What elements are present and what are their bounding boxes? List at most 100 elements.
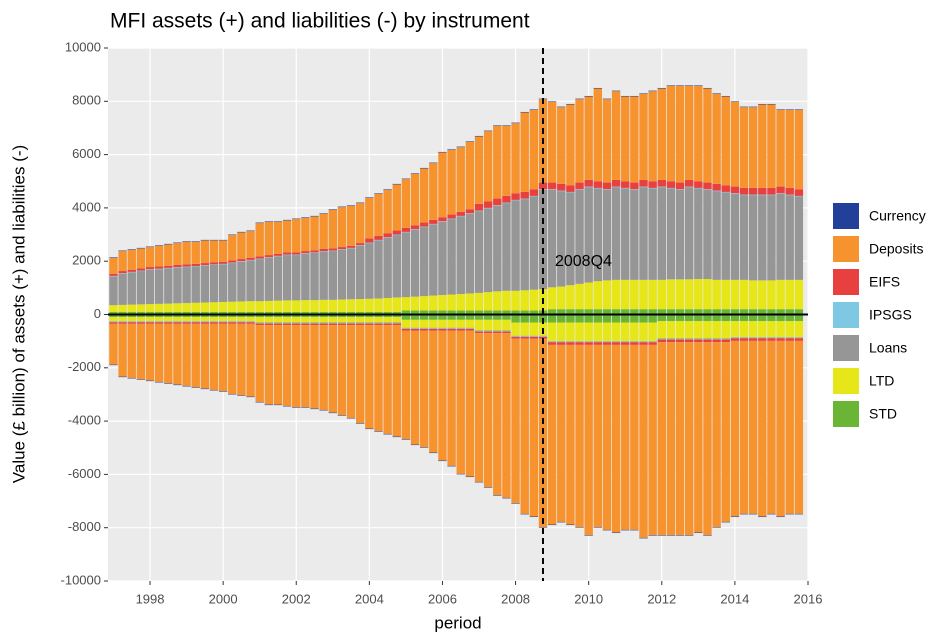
bar-segment [319, 251, 328, 300]
bar-segment [794, 109, 804, 190]
bar-segment [273, 314, 283, 318]
bar-segment [575, 283, 584, 310]
bar-segment [237, 261, 246, 262]
bar-segment [392, 235, 401, 298]
bar-segment [301, 323, 310, 324]
bar-segment [575, 341, 584, 342]
bar-segment [419, 226, 429, 228]
bar-segment [712, 190, 721, 192]
bar-segment [557, 521, 566, 523]
bar-segment [164, 314, 173, 318]
y-tick-label: 10000 [65, 39, 101, 54]
bar-segment [639, 341, 648, 342]
bar-segment [703, 339, 712, 340]
bar-segment [557, 341, 566, 342]
bar-segment [438, 152, 447, 218]
bar-segment [109, 275, 118, 277]
bar-segment [109, 364, 118, 366]
bar-segment [794, 109, 804, 110]
bar-segment [767, 513, 776, 515]
bar-segment [748, 280, 758, 310]
bar-segment [246, 323, 255, 397]
bar-segment [145, 321, 155, 322]
bar-segment [529, 310, 539, 315]
bar-segment [136, 379, 146, 380]
bar-segment [721, 309, 730, 315]
bar-segment [456, 328, 465, 331]
bar-segment [621, 279, 630, 310]
bar-segment [630, 96, 639, 183]
bar-segment [337, 247, 347, 250]
bar-segment [474, 135, 484, 137]
bar-segment [666, 187, 676, 189]
bar-segment [419, 314, 429, 320]
bar-segment [547, 182, 557, 190]
bar-segment [346, 325, 356, 418]
bar-segment [228, 263, 237, 302]
bar-segment [301, 251, 310, 254]
bar-segment [228, 235, 237, 261]
bar-segment [675, 339, 685, 340]
bar-segment [621, 181, 630, 188]
bar-segment [648, 344, 657, 536]
bar-segment [566, 104, 575, 186]
bar-segment [776, 109, 785, 110]
bar-segment [666, 338, 676, 340]
bar-segment [621, 96, 630, 182]
bar-segment [154, 317, 164, 322]
bar-segment [118, 321, 127, 323]
bar-segment [356, 325, 365, 424]
bar-segment [200, 265, 210, 266]
bar-segment [118, 323, 127, 377]
bar-segment [721, 192, 730, 280]
bar-segment [721, 339, 730, 343]
bar-segment [346, 417, 356, 419]
bar-segment [785, 337, 794, 339]
bar-segment [684, 85, 694, 180]
bar-segment [319, 311, 328, 315]
bar-segment [319, 323, 328, 326]
bar-segment [264, 221, 274, 222]
bar-segment [712, 342, 721, 528]
bar-segment [785, 338, 794, 341]
bar-segment [365, 323, 374, 326]
bar-segment [758, 195, 767, 281]
bar-segment [301, 323, 310, 326]
bar-segment [136, 304, 146, 312]
bar-segment [502, 497, 511, 499]
bar-segment [465, 213, 475, 294]
bar-segment [630, 95, 639, 97]
bar-segment [721, 321, 730, 339]
bar-segment [593, 322, 603, 342]
bar-segment [493, 319, 502, 331]
bar-segment [511, 338, 520, 504]
bar-segment [255, 222, 264, 224]
bar-segment [639, 344, 648, 538]
bar-segment [520, 112, 529, 192]
bar-segment [429, 162, 438, 164]
bar-segment [465, 310, 475, 315]
bar-segment [310, 323, 319, 324]
bar-segment [767, 314, 776, 322]
bar-segment [337, 415, 347, 416]
chart-title: MFI assets (+) and liabilities (-) by in… [110, 10, 530, 33]
bar-segment [721, 342, 730, 522]
bar-segment [164, 265, 173, 268]
bar-segment [465, 319, 475, 328]
bar-segment [474, 331, 484, 334]
bar-segment [785, 109, 794, 188]
bar-segment [529, 314, 539, 323]
bar-segment [758, 516, 767, 518]
bar-segment [557, 106, 566, 108]
bar-segment [154, 245, 164, 246]
bar-segment [383, 323, 392, 326]
bar-segment [684, 535, 694, 536]
bar-segment [246, 321, 255, 322]
bar-segment [255, 322, 264, 324]
bar-segment [776, 314, 785, 322]
bar-segment [703, 182, 712, 190]
bar-segment [310, 311, 319, 315]
bar-segment [684, 338, 694, 340]
y-tick-label: -4000 [68, 413, 101, 428]
bar-segment [401, 439, 411, 440]
